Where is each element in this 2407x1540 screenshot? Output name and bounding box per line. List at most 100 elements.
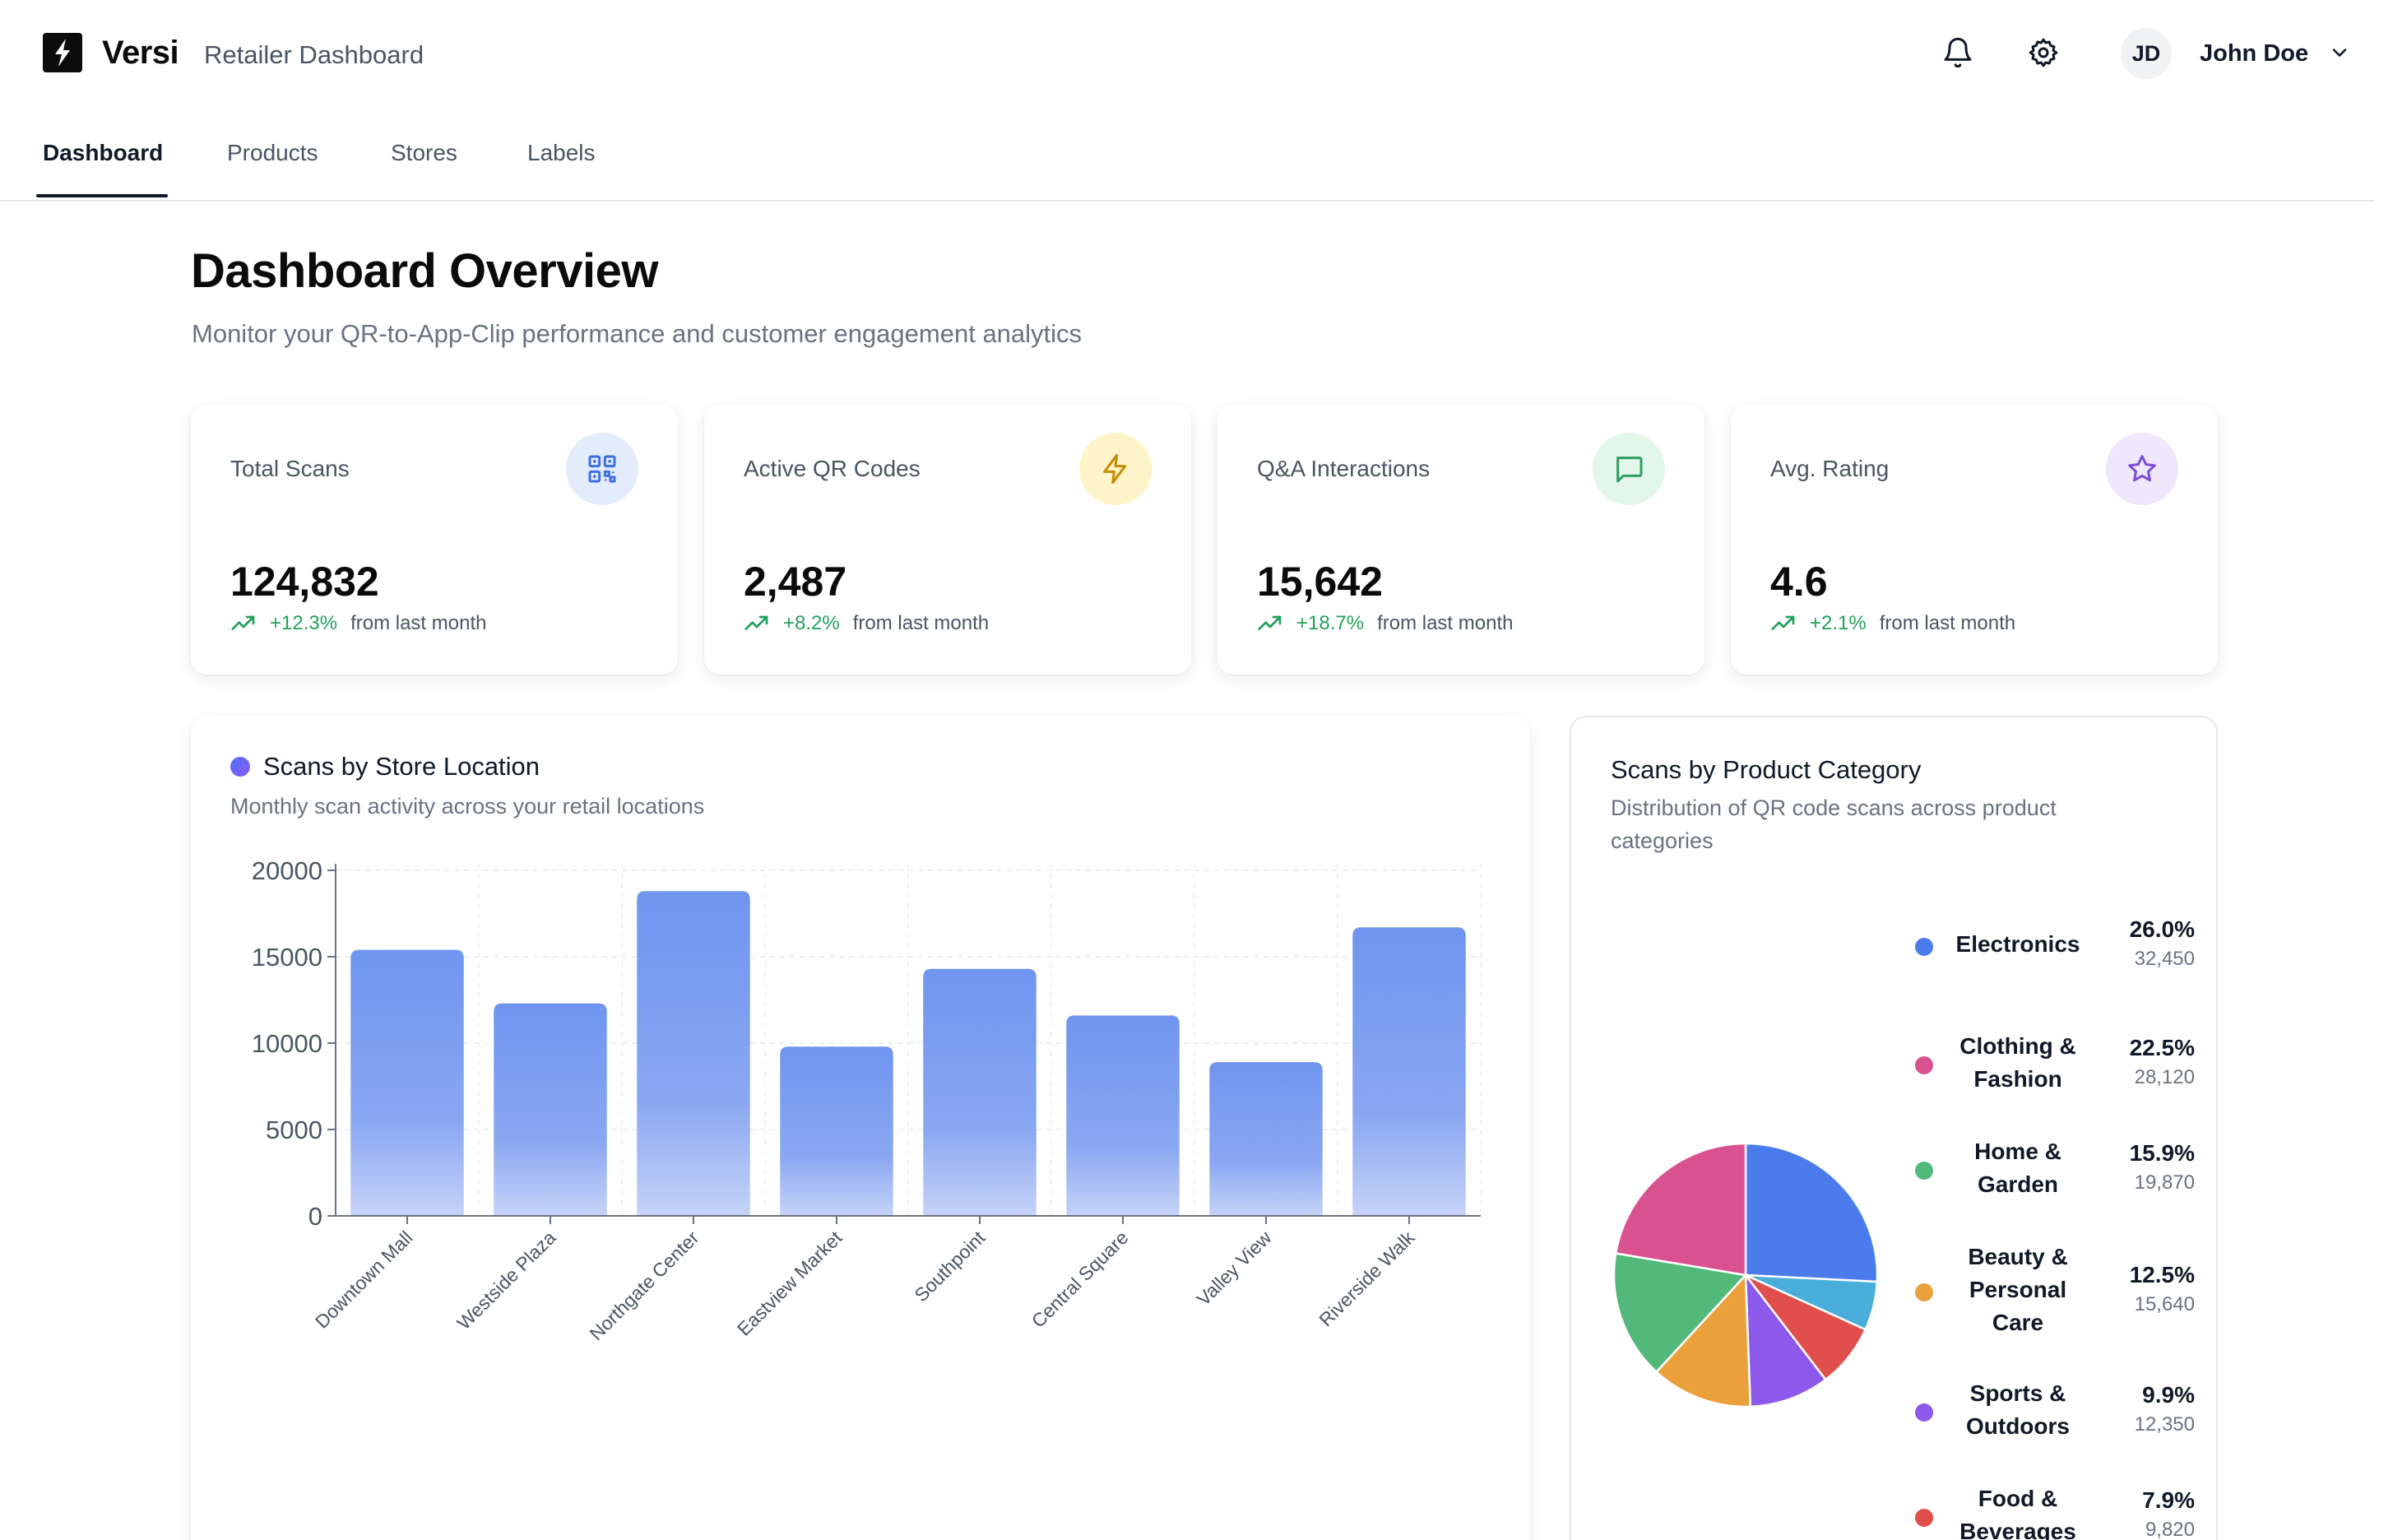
tabs-divider — [0, 200, 2374, 202]
store-scans-panel: Scans by Store Location Monthly scan act… — [191, 716, 1530, 1540]
stat-value: 15,642 — [1257, 559, 1383, 605]
pie-slice-clothing-fashion[interactable] — [1614, 1142, 1747, 1277]
stat-delta-suffix: from last month — [852, 612, 990, 634]
bar-eastview-market[interactable] — [780, 1046, 893, 1216]
legend-percent: 7.9% — [2142, 1487, 2195, 1513]
bar-central-square[interactable] — [1066, 1015, 1180, 1216]
gear-icon[interactable] — [2027, 36, 2060, 69]
legend-label: Electronics — [1955, 931, 2080, 957]
legend-swatch — [1915, 1403, 1933, 1422]
x-tick-label: Northgate Center — [585, 1227, 703, 1344]
legend-item: Beauty & Personal Care 12.5% 15,640 — [1915, 1241, 2195, 1339]
logo-icon — [43, 33, 82, 72]
stat-trend: +12.3% from last month — [230, 610, 486, 637]
stat-card-avg-rating: Avg. Rating 4.6 +2.1% from last month — [1731, 405, 2218, 675]
stat-delta-suffix: from last month — [1377, 612, 1514, 634]
tab-stores[interactable]: Stores — [391, 140, 457, 165]
pie-slice-sports-outdoors[interactable] — [1744, 1273, 1827, 1408]
legend-label: Beauty & Personal Care — [1968, 1244, 2068, 1335]
trending-up-icon — [1257, 610, 1283, 637]
legend-count: 15,640 — [2134, 1293, 2195, 1315]
legend-label: Home & Garden — [1974, 1139, 2061, 1197]
category-scans-panel: Scans by Product Category Distribution o… — [1570, 716, 2218, 1540]
user-name[interactable]: John Doe — [2200, 40, 2309, 67]
stat-card-total-scans: Total Scans 124,832 +12.3% from last mon… — [191, 405, 678, 675]
stat-trend: +18.7% from last month — [1257, 610, 1513, 637]
bar-westside-plaza[interactable] — [494, 1003, 607, 1216]
legend-swatch — [1915, 1056, 1933, 1074]
stat-card-active-qr-codes: Active QR Codes 2,487 +8.2% from last mo… — [704, 405, 1191, 675]
pie-slice-home-garden[interactable] — [1612, 1252, 1747, 1373]
bar-valley-view[interactable] — [1209, 1062, 1323, 1216]
qr-code-icon — [566, 433, 638, 505]
stat-label: Avg. Rating — [1770, 456, 1890, 481]
legend-swatch — [1915, 1283, 1933, 1301]
bar-riverside-walk[interactable] — [1352, 927, 1466, 1216]
legend-item: Sports & Outdoors 9.9% 12,350 — [1915, 1377, 2195, 1443]
stat-card-qa-interactions: Q&A Interactions 15,642 +18.7% from last… — [1217, 405, 1704, 675]
x-tick-label: Downtown Mall — [311, 1227, 417, 1333]
trending-up-icon — [1770, 610, 1797, 637]
legend-count: 9,820 — [2145, 1519, 2195, 1540]
stat-trend: +8.2% from last month — [744, 610, 989, 637]
panel-subtitle: Distribution of QR code scans across pro… — [1611, 796, 2057, 853]
pie-slice-electronics[interactable] — [1744, 1142, 1879, 1283]
bell-icon[interactable] — [1941, 36, 1974, 69]
stat-delta: +12.3% — [270, 612, 338, 634]
avatar[interactable]: JD — [2121, 28, 2172, 79]
stat-delta: +2.1% — [1810, 612, 1867, 634]
tab-products[interactable]: Products — [227, 140, 318, 165]
tab-dashboard[interactable]: Dashboard — [43, 140, 164, 165]
stat-delta: +8.2% — [783, 612, 840, 634]
brand-name: Versi — [102, 35, 179, 71]
legend-count: 19,870 — [2134, 1171, 2195, 1194]
bar-southpoint[interactable] — [923, 968, 1037, 1216]
y-tick-label: 15000 — [252, 943, 322, 972]
stat-value: 2,487 — [744, 559, 847, 605]
x-tick-label: Riverside Walk — [1315, 1227, 1419, 1331]
brand-subtitle: Retailer Dashboard — [204, 40, 424, 69]
legend-count: 12,350 — [2134, 1413, 2195, 1436]
panel-title: Scans by Store Location — [263, 752, 540, 781]
lightning-icon — [1079, 433, 1152, 505]
x-tick-label: Southpoint — [910, 1227, 990, 1306]
legend-swatch — [1915, 938, 1933, 956]
legend-label: Sports & Outdoors — [1966, 1380, 2070, 1439]
star-icon — [2106, 433, 2178, 505]
panel-title: Scans by Product Category — [1611, 755, 1922, 784]
message-icon — [1593, 433, 1665, 505]
stat-label: Active QR Codes — [744, 456, 921, 481]
stat-delta: +18.7% — [1296, 612, 1365, 634]
trending-up-icon — [230, 610, 257, 637]
legend-item: Clothing & Fashion 22.5% 28,120 — [1915, 1030, 2195, 1096]
legend-count: 28,120 — [2134, 1066, 2195, 1088]
chevron-down-icon[interactable] — [2328, 41, 2351, 64]
panel-subtitle: Monthly scan activity across your retail… — [230, 794, 705, 819]
stat-delta-suffix: from last month — [350, 612, 487, 634]
active-tab-indicator — [36, 194, 168, 197]
x-tick-label: Central Square — [1027, 1227, 1133, 1332]
y-tick-label: 10000 — [252, 1029, 322, 1058]
bar-northgate-center[interactable] — [637, 891, 750, 1216]
legend-percent: 12.5% — [2129, 1262, 2195, 1287]
pie-chart — [1612, 1142, 1879, 1408]
tab-labels[interactable]: Labels — [527, 140, 596, 165]
legend-item: Electronics 26.0% 32,450 — [1915, 916, 2195, 970]
pie-slice-beauty-personal-care[interactable] — [1655, 1273, 1752, 1408]
stat-value: 4.6 — [1770, 559, 1828, 605]
stat-label: Total Scans — [230, 456, 350, 481]
page-subtitle: Monitor your QR-to-App-Clip performance … — [192, 319, 1083, 348]
y-tick-label: 0 — [308, 1202, 322, 1231]
y-tick-label: 5000 — [266, 1116, 322, 1144]
bar-chart: 0 5000 10000 15000 20000 Downtown Mall Westsid… — [252, 856, 1482, 1344]
panel-title-dot — [230, 757, 250, 777]
bar-downtown-mall[interactable] — [350, 949, 464, 1216]
legend-label: Food & Beverages — [1959, 1486, 2076, 1540]
trending-up-icon — [744, 610, 770, 637]
stat-trend: +2.1% from last month — [1770, 610, 2015, 637]
legend-percent: 9.9% — [2142, 1382, 2195, 1408]
stat-value: 124,832 — [230, 559, 379, 605]
legend-item: Home & Garden 15.9% 19,870 — [1915, 1135, 2195, 1201]
legend-percent: 15.9% — [2129, 1140, 2195, 1166]
x-tick-label: Westside Plaza — [452, 1227, 559, 1334]
